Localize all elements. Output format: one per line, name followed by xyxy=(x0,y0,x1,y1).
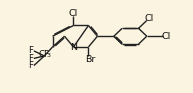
Text: Cl: Cl xyxy=(162,32,171,41)
Text: F: F xyxy=(28,46,33,55)
Text: Cl: Cl xyxy=(69,9,78,18)
Text: CF: CF xyxy=(38,50,49,59)
Text: 3: 3 xyxy=(47,53,51,58)
Text: Cl: Cl xyxy=(145,14,154,23)
Text: N: N xyxy=(70,43,77,52)
Text: F: F xyxy=(28,61,33,70)
Text: F: F xyxy=(28,54,33,63)
Text: Br: Br xyxy=(85,55,95,64)
